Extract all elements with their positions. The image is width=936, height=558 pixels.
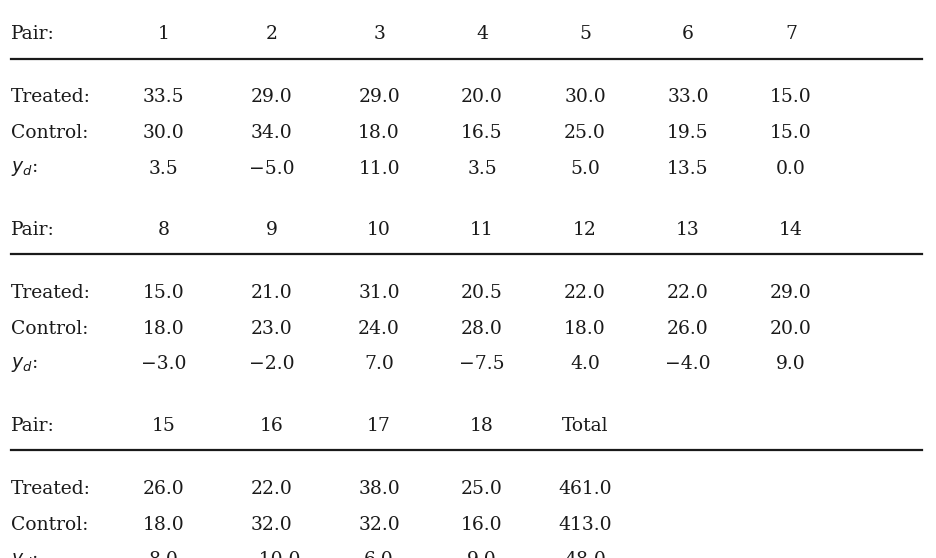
Text: 4: 4 <box>476 25 488 43</box>
Text: 22.0: 22.0 <box>564 284 606 302</box>
Text: 20.5: 20.5 <box>461 284 503 302</box>
Text: 8.0: 8.0 <box>149 551 179 558</box>
Text: 48.0: 48.0 <box>564 551 606 558</box>
Text: 19.5: 19.5 <box>667 124 709 142</box>
Text: 16.0: 16.0 <box>461 516 503 533</box>
Text: Control:: Control: <box>11 320 89 338</box>
Text: Total: Total <box>562 417 608 435</box>
Text: 25.0: 25.0 <box>461 480 503 498</box>
Text: 30.0: 30.0 <box>143 124 184 142</box>
Text: 18.0: 18.0 <box>358 124 400 142</box>
Text: 3.5: 3.5 <box>467 160 497 177</box>
Text: 0.0: 0.0 <box>776 160 806 177</box>
Text: 32.0: 32.0 <box>358 516 400 533</box>
Text: 2: 2 <box>266 25 277 43</box>
Text: 413.0: 413.0 <box>558 516 612 533</box>
Text: −7.5: −7.5 <box>460 355 505 373</box>
Text: 18.0: 18.0 <box>564 320 606 338</box>
Text: 28.0: 28.0 <box>461 320 503 338</box>
Text: 5: 5 <box>579 25 591 43</box>
Text: $y_d$:: $y_d$: <box>11 355 38 374</box>
Text: 22.0: 22.0 <box>667 284 709 302</box>
Text: 16: 16 <box>259 417 284 435</box>
Text: 29.0: 29.0 <box>358 88 400 106</box>
Text: 33.5: 33.5 <box>143 88 184 106</box>
Text: $y_d$:: $y_d$: <box>11 159 38 178</box>
Text: −5.0: −5.0 <box>249 160 294 177</box>
Text: 15.0: 15.0 <box>770 124 812 142</box>
Text: −10.0: −10.0 <box>242 551 300 558</box>
Text: 26.0: 26.0 <box>667 320 709 338</box>
Text: 15.0: 15.0 <box>770 88 812 106</box>
Text: $y_d$:: $y_d$: <box>11 551 38 558</box>
Text: 18.0: 18.0 <box>143 320 184 338</box>
Text: 20.0: 20.0 <box>461 88 503 106</box>
Text: 16.5: 16.5 <box>461 124 503 142</box>
Text: 3: 3 <box>373 25 385 43</box>
Text: 21.0: 21.0 <box>251 284 292 302</box>
Text: 9: 9 <box>266 221 277 239</box>
Text: 31.0: 31.0 <box>358 284 400 302</box>
Text: 4.0: 4.0 <box>570 355 600 373</box>
Text: 11.0: 11.0 <box>358 160 400 177</box>
Text: 9.0: 9.0 <box>776 355 806 373</box>
Text: 34.0: 34.0 <box>251 124 292 142</box>
Text: 6.0: 6.0 <box>364 551 394 558</box>
Text: Pair:: Pair: <box>11 417 55 435</box>
Text: 18.0: 18.0 <box>143 516 184 533</box>
Text: 17: 17 <box>367 417 391 435</box>
Text: Treated:: Treated: <box>11 88 91 106</box>
Text: 22.0: 22.0 <box>251 480 292 498</box>
Text: 3.5: 3.5 <box>149 160 179 177</box>
Text: −2.0: −2.0 <box>249 355 294 373</box>
Text: Control:: Control: <box>11 124 89 142</box>
Text: −3.0: −3.0 <box>141 355 186 373</box>
Text: 25.0: 25.0 <box>564 124 606 142</box>
Text: 33.0: 33.0 <box>667 88 709 106</box>
Text: 13: 13 <box>676 221 700 239</box>
Text: Treated:: Treated: <box>11 284 91 302</box>
Text: 18: 18 <box>470 417 494 435</box>
Text: Pair:: Pair: <box>11 221 55 239</box>
Text: 9.0: 9.0 <box>467 551 497 558</box>
Text: 24.0: 24.0 <box>358 320 400 338</box>
Text: 10: 10 <box>367 221 391 239</box>
Text: 1: 1 <box>158 25 169 43</box>
Text: Pair:: Pair: <box>11 25 55 43</box>
Text: 12: 12 <box>573 221 597 239</box>
Text: Treated:: Treated: <box>11 480 91 498</box>
Text: 14: 14 <box>779 221 803 239</box>
Text: Control:: Control: <box>11 516 89 533</box>
Text: 32.0: 32.0 <box>251 516 292 533</box>
Text: 461.0: 461.0 <box>558 480 612 498</box>
Text: 7.0: 7.0 <box>364 355 394 373</box>
Text: 30.0: 30.0 <box>564 88 606 106</box>
Text: 15.0: 15.0 <box>143 284 184 302</box>
Text: 13.5: 13.5 <box>667 160 709 177</box>
Text: 6: 6 <box>682 25 694 43</box>
Text: 11: 11 <box>470 221 494 239</box>
Text: 15: 15 <box>152 417 176 435</box>
Text: 20.0: 20.0 <box>770 320 812 338</box>
Text: 26.0: 26.0 <box>143 480 184 498</box>
Text: 29.0: 29.0 <box>251 88 292 106</box>
Text: 5.0: 5.0 <box>570 160 600 177</box>
Text: 29.0: 29.0 <box>770 284 812 302</box>
Text: −4.0: −4.0 <box>665 355 710 373</box>
Text: 38.0: 38.0 <box>358 480 400 498</box>
Text: 8: 8 <box>158 221 169 239</box>
Text: 7: 7 <box>785 25 797 43</box>
Text: 23.0: 23.0 <box>251 320 292 338</box>
